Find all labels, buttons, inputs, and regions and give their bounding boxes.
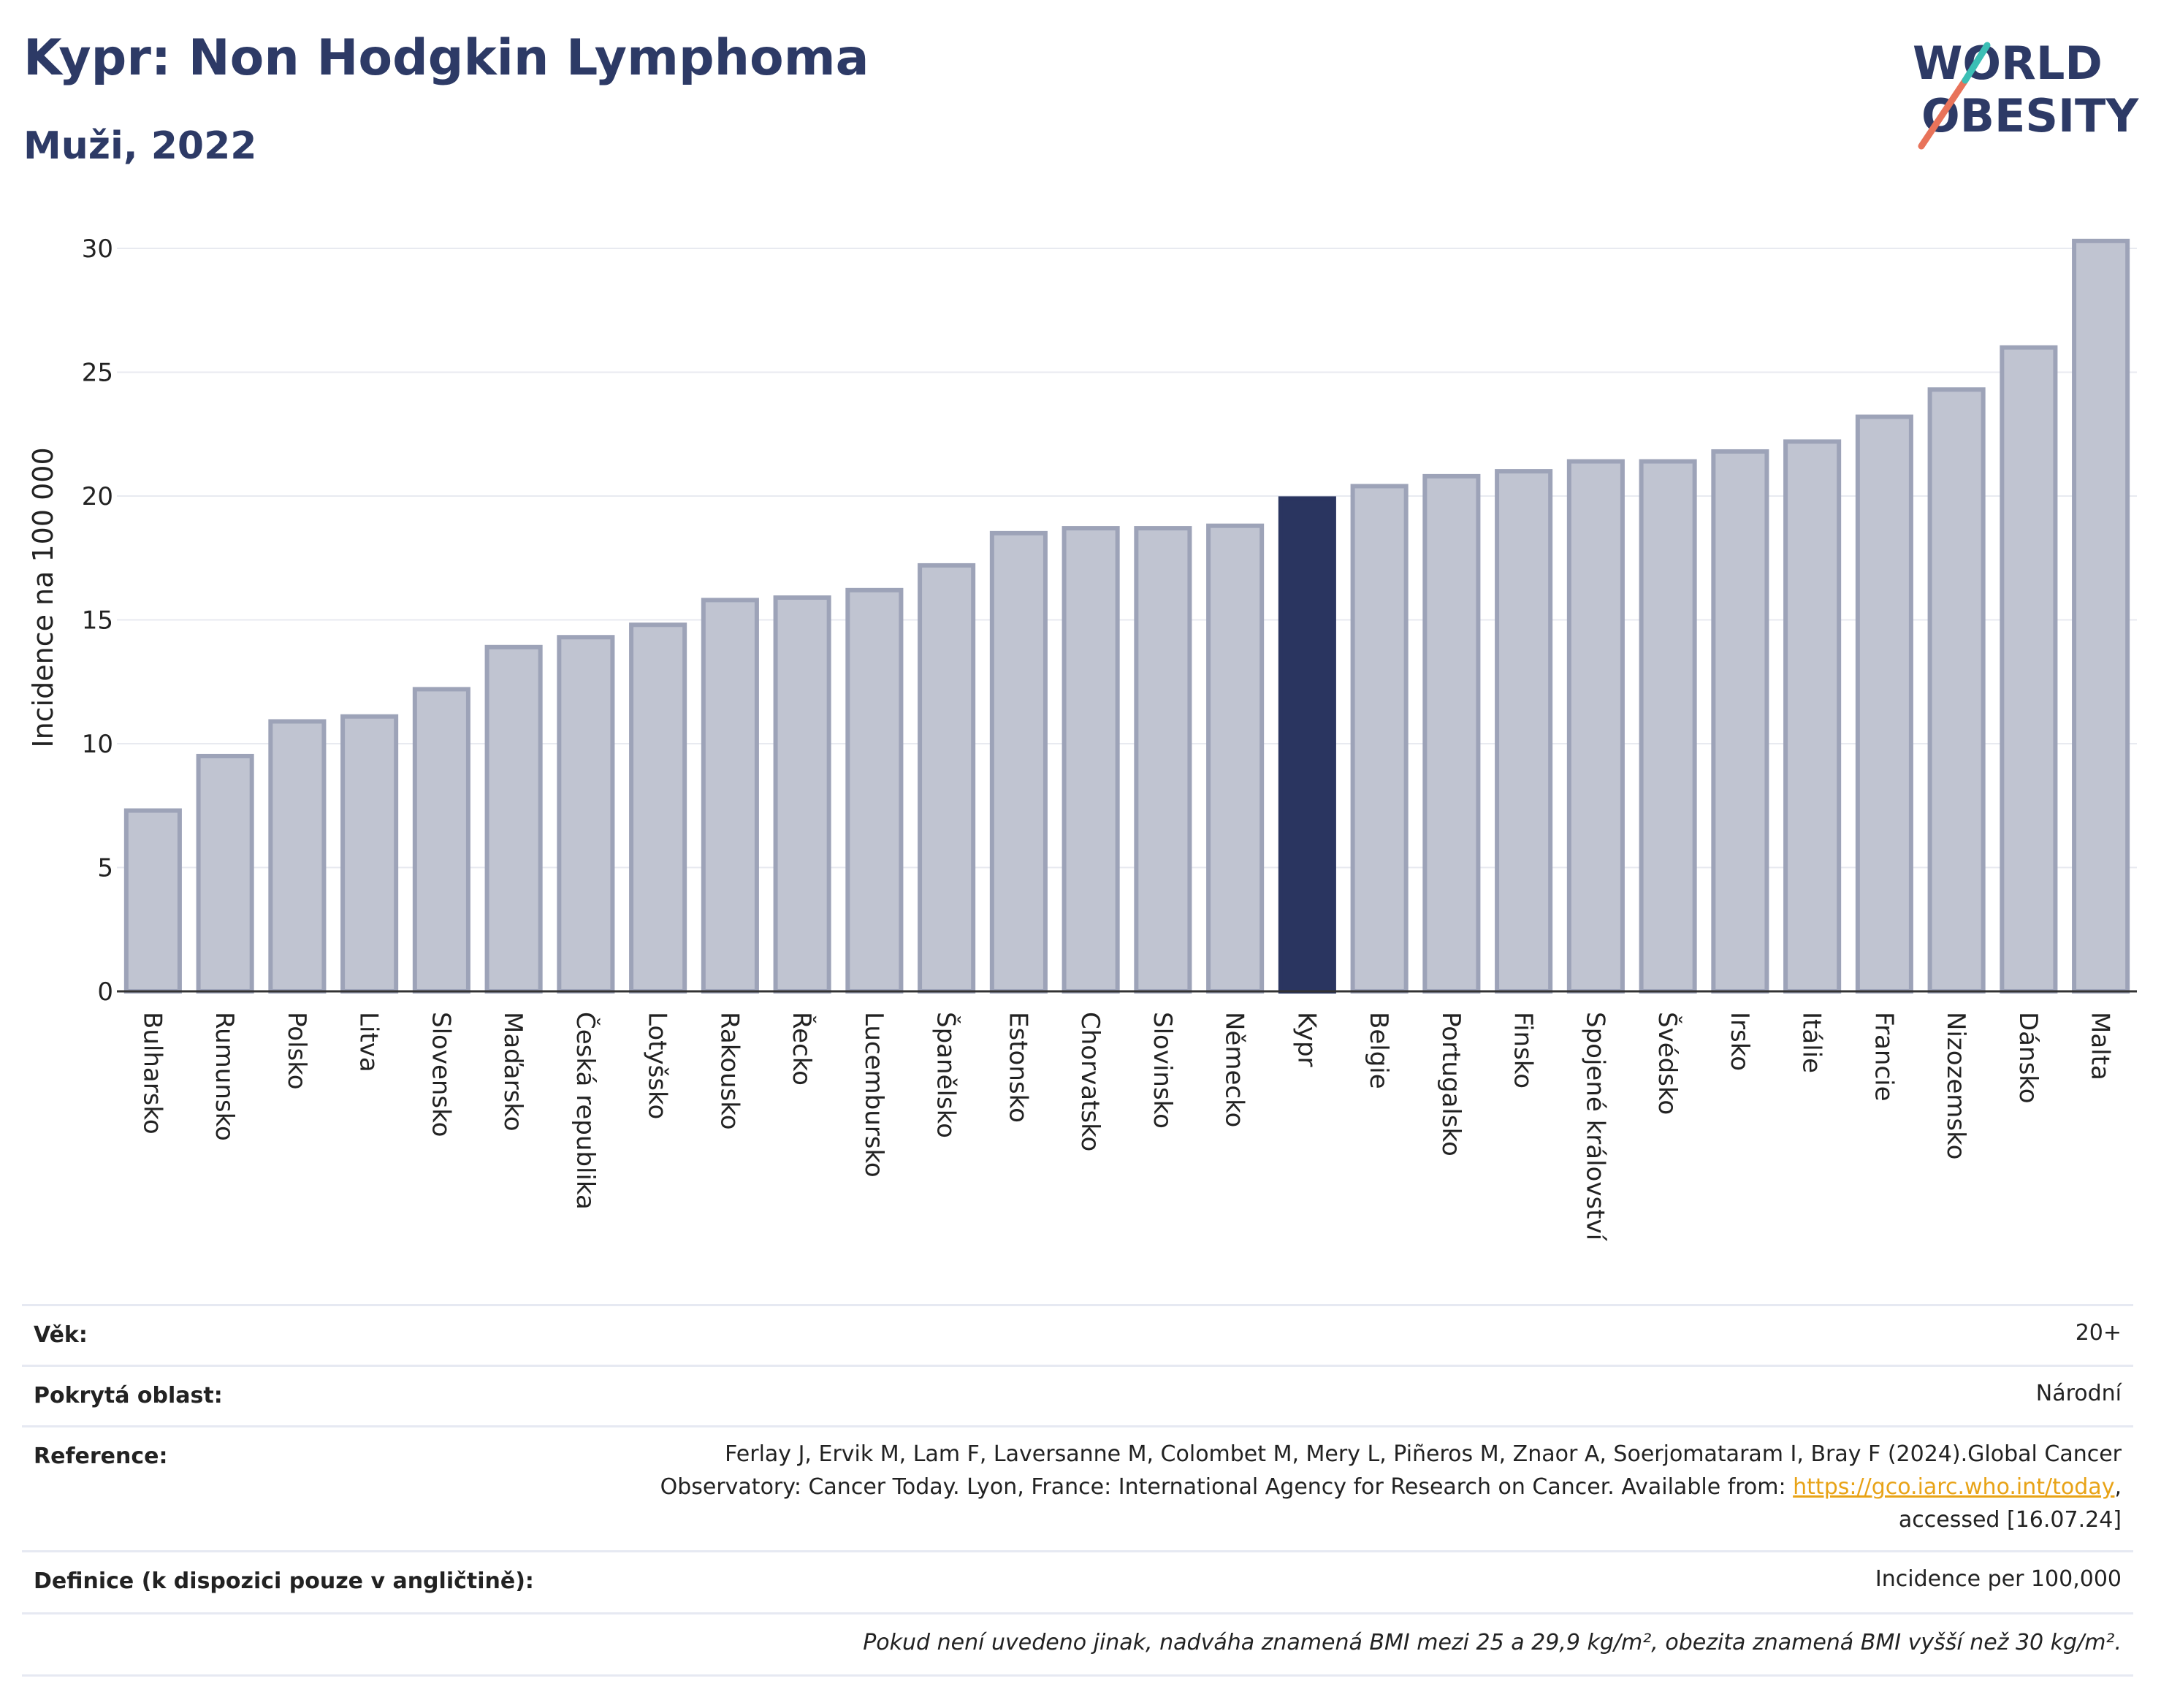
x-axis-categories: Bulharsko Rumunsko Polsko Litva Slovensko Maď…: [137, 1012, 2114, 1242]
reference-line2-text: Observatory: Cancer Today. Lyon, France:…: [660, 1474, 1794, 1500]
x-tick-label: Rakousko: [714, 1012, 744, 1130]
x-tick-label: Kypr: [1292, 1012, 1321, 1067]
x-tick-label: Slovinsko: [1148, 1012, 1177, 1129]
y-axis-ticks: 0 5 10 15 20 25 30: [82, 235, 113, 1007]
reference-line1: Ferlay J, Ervik M, Lam F, Laversanne M, …: [725, 1441, 2122, 1467]
x-tick-label: Slovensko: [426, 1012, 455, 1137]
definition-value: Incidence per 100,000: [1875, 1566, 2122, 1592]
info-row-note: Pokud není uvedeno jinak, nadváha znamen…: [22, 1612, 2133, 1677]
bar-Bulharsko: [123, 808, 182, 994]
bar-Itálie: [1783, 439, 1842, 994]
x-tick-label: Chorvatsko: [1075, 1012, 1105, 1151]
info-row-age: Věk: 20+: [22, 1304, 2133, 1365]
y-tick-label: 10: [82, 730, 113, 759]
bar-Řecko: [773, 595, 831, 994]
logo-line2: OBESITY: [1921, 89, 2139, 142]
x-tick-label: Polsko: [282, 1012, 311, 1090]
info-row-definition: Definice (k dispozici pouze v angličtině…: [22, 1550, 2133, 1612]
info-table: Věk: 20+ Pokrytá oblast: Národní Referen…: [22, 1304, 2133, 1677]
bar-Litva: [340, 714, 399, 994]
bar-Estonsko: [989, 530, 1048, 994]
x-tick-label: Lotyšsko: [643, 1012, 672, 1119]
bar-Polsko: [268, 719, 327, 994]
x-tick-label: Řecko: [787, 1012, 817, 1086]
age-label: Věk:: [34, 1322, 88, 1348]
bar-Česká republika: [557, 635, 615, 994]
bar-Španělsko: [918, 563, 976, 994]
reference-line3: accessed [16.07.24]: [1898, 1507, 2122, 1533]
x-tick-label: Švédsko: [1653, 1012, 1682, 1115]
x-tick-label: Spojené království: [1580, 1012, 1609, 1242]
x-tick-label: Bulharsko: [137, 1012, 167, 1135]
reference-link[interactable]: https://gco.iarc.who.int/today: [1793, 1474, 2115, 1500]
bar-Malta: [2072, 238, 2130, 994]
info-row-reference: Reference: Ferlay J, Ervik M, Lam F, Lav…: [22, 1425, 2133, 1550]
y-tick-label: 20: [82, 482, 113, 511]
bar-Lucembursko: [845, 587, 904, 994]
reference-line2-tail: ,: [2114, 1474, 2122, 1500]
bar-Francie: [1855, 414, 1913, 994]
x-tick-label: Maďarsko: [498, 1012, 527, 1132]
world-obesity-logo: WORLD OBESITY: [1913, 37, 2139, 150]
x-tick-label: Portugalsko: [1436, 1012, 1466, 1156]
x-tick-label: Lucembursko: [859, 1012, 888, 1178]
x-tick-label: Česká republika: [571, 1012, 601, 1210]
x-tick-label: Francie: [1869, 1012, 1898, 1102]
bmi-note: Pokud není uvedeno jinak, nadváha znamen…: [863, 1630, 2122, 1655]
area-label: Pokrytá oblast:: [34, 1383, 223, 1408]
bar-Kypr: [1278, 496, 1336, 994]
bar-Chorvatsko: [1062, 526, 1120, 994]
reference-value: Ferlay J, Ervik M, Lam F, Laversanne M, …: [660, 1438, 2122, 1536]
chart-title: Kypr: Non Hodgkin Lymphoma: [23, 29, 869, 87]
bar-Irsko: [1711, 449, 1769, 994]
x-tick-label: Finsko: [1509, 1012, 1538, 1089]
x-tick-label: Belgie: [1364, 1012, 1393, 1089]
x-tick-label: Rumunsko: [210, 1012, 239, 1141]
x-tick-label: Německo: [1220, 1012, 1249, 1127]
x-tick-label: Litva: [354, 1012, 384, 1072]
y-axis-label: Incidence na 100 000: [27, 447, 59, 747]
x-tick-label: Španělsko: [931, 1012, 961, 1138]
bar-Finsko: [1495, 469, 1553, 994]
logo-slash-coral: [1918, 77, 1969, 150]
reference-line2: Observatory: Cancer Today. Lyon, France:…: [660, 1471, 2122, 1503]
x-tick-label: Estonsko: [1003, 1012, 1032, 1123]
logo-slash-teal: [1962, 42, 1991, 84]
logo-line1: WORLD: [1913, 37, 2103, 90]
bar-Portugalsko: [1422, 473, 1481, 994]
bar-chart: 0 5 10 15 20 25 30 Bulharsko Rumunsko Polsko Litv…: [27, 235, 2137, 1242]
x-tick-label: Nizozemsko: [1941, 1012, 1970, 1159]
x-tick-label: Itálie: [1797, 1012, 1826, 1073]
x-tick-label: Dánsko: [2013, 1012, 2043, 1104]
y-tick-label: 30: [82, 235, 113, 264]
bar-Lotyšsko: [629, 622, 687, 994]
bar-Švédsko: [1639, 459, 1697, 994]
y-tick-label: 5: [97, 854, 113, 883]
y-tick-label: 25: [82, 359, 113, 388]
bars: [123, 238, 2130, 994]
x-tick-label: Malta: [2086, 1012, 2115, 1080]
y-tick-label: 0: [97, 977, 113, 1007]
x-tick-label: Irsko: [1725, 1012, 1754, 1071]
bar-Dánsko: [2000, 345, 2058, 994]
area-value: Národní: [2035, 1381, 2122, 1406]
bar-Slovensko: [412, 687, 470, 994]
bar-Německo: [1206, 523, 1265, 994]
bar-Rumunsko: [196, 753, 254, 994]
bar-Slovinsko: [1134, 526, 1192, 994]
bar-Maďarsko: [484, 644, 543, 994]
bar-Nizozemsko: [1927, 387, 1986, 994]
info-row-area: Pokrytá oblast: Národní: [22, 1365, 2133, 1425]
bar-Rakousko: [701, 598, 759, 994]
y-tick-label: 15: [82, 606, 113, 636]
bar-Belgie: [1350, 484, 1409, 994]
bar-Spojené království: [1566, 459, 1625, 994]
age-value: 20+: [2075, 1320, 2122, 1346]
chart-subtitle: Muži, 2022: [23, 124, 257, 168]
reference-label: Reference:: [34, 1444, 168, 1469]
definition-label: Definice (k dispozici pouze v angličtině…: [34, 1568, 534, 1594]
